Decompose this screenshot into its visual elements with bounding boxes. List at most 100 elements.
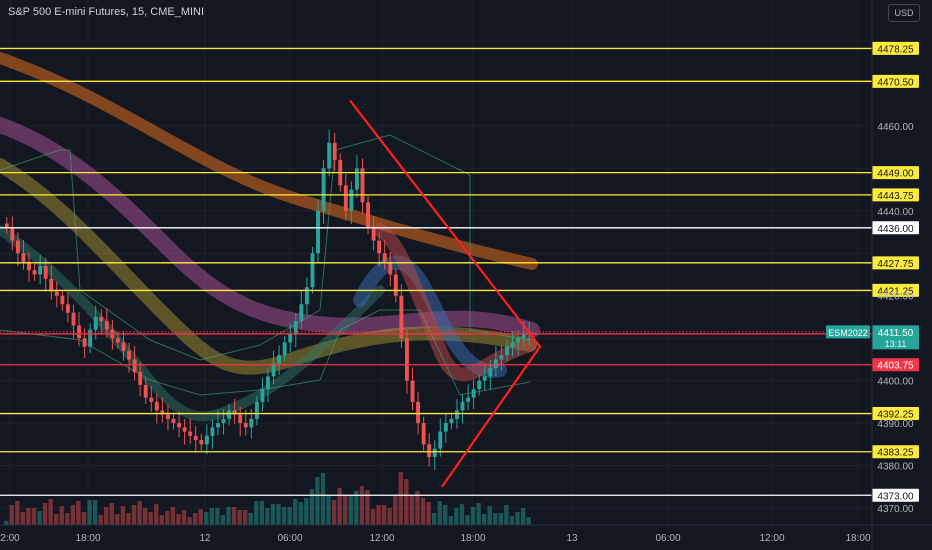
volume-bar [465,515,470,527]
volume-bar [431,513,437,527]
level-label: 4478.25 [877,44,914,55]
level-label: 4470.50 [877,77,914,88]
volume-bar [370,509,376,527]
x-axis-tick-label: 18:00 [460,533,485,544]
currency-button[interactable]: USD [888,4,920,22]
candle-body [216,423,220,428]
volume-bar [248,513,253,527]
volume-bar [204,512,209,527]
candle-body [349,189,354,211]
volume-bar [520,508,526,527]
volume-bar [443,505,448,527]
y-axis-tick-label: 4420.00 [877,292,914,303]
candle-body [221,418,226,424]
candle-body [477,380,482,390]
candle-body [449,418,454,424]
candle-body [299,304,304,322]
level-label-bg [872,488,919,502]
volume-bar [92,500,98,527]
candle-body [460,401,465,411]
volume-bar [176,514,181,527]
x-axis-tick-label: 13 [566,533,578,544]
candle-body [316,210,320,254]
x-axis-tick-label: 06:00 [655,533,680,544]
volume-bar [359,486,365,527]
candle-body [304,287,309,305]
candle-body [138,372,143,385]
candle-body [493,359,498,368]
volume-bar [265,508,270,527]
volume-bar [159,515,164,527]
volume-bar [115,514,120,527]
level-label-bg [872,256,919,270]
y-axis-tick-label: 4380.00 [877,462,914,473]
level-label-bg [872,74,919,88]
candle-body [343,185,348,211]
time-axis-bg [0,525,932,550]
volume-bar [354,491,359,527]
candle-body [427,444,432,458]
candle-body [332,142,337,160]
candle-body [249,418,254,428]
candle-body [505,346,509,356]
volume-bar [4,521,9,527]
candle-body [143,384,148,398]
volume-bar [15,501,20,527]
candle-body [15,240,20,254]
volume-bar [76,501,81,527]
volume-bar [504,505,509,527]
level-label-bg [872,166,919,180]
candle-body [154,401,159,411]
volume-bar [437,501,442,527]
level-label-bg [872,188,919,202]
volume-bar [131,505,137,527]
volume-bar [515,512,520,527]
volume-bar [31,508,37,527]
volume-bar [409,495,415,527]
volume-bar [348,495,353,527]
volume-bar [215,508,220,527]
level-label-bg [872,221,919,235]
candle-body [127,350,131,360]
y-axis-tick-label: 4390.00 [877,419,914,430]
bollinger-upper [0,134,531,361]
volume-bar [165,511,170,527]
volume-bar [426,502,431,527]
volume-bar [448,516,453,527]
candle-body [77,325,81,339]
candle-body [188,431,193,436]
volume-bar [415,491,420,527]
volume-bar [42,503,48,527]
candle-body [360,168,365,203]
volume-bar [181,510,187,527]
candle-countdown: 13:11 [885,339,907,349]
x-axis-tick-label: 12:00 [759,533,784,544]
candle-body [121,342,126,351]
volume-bar [109,503,114,527]
volume-bar [54,514,59,527]
volume-bar [331,500,337,527]
volume-bar [470,507,476,527]
volume-bar [137,501,142,527]
candle-body [516,338,521,343]
candle-body [499,355,504,360]
candle-body [266,376,270,390]
volume-bar [187,517,192,527]
candle-body [171,418,176,424]
level-label-bg [872,407,919,421]
volume-bar [37,511,42,527]
candle-body [54,291,59,296]
volume-bar [281,507,287,527]
level-label: 4421.25 [877,286,914,297]
candle-body [65,304,70,313]
candle-body [466,397,471,402]
x-axis-tick-label: 18:00 [845,533,870,544]
volume-bar [376,505,381,527]
candle-body [399,295,404,339]
triangle-drawing [349,99,542,488]
candle-body [405,338,409,381]
current-price-label: 4411.50 [878,328,914,339]
volume-bar [476,503,481,527]
